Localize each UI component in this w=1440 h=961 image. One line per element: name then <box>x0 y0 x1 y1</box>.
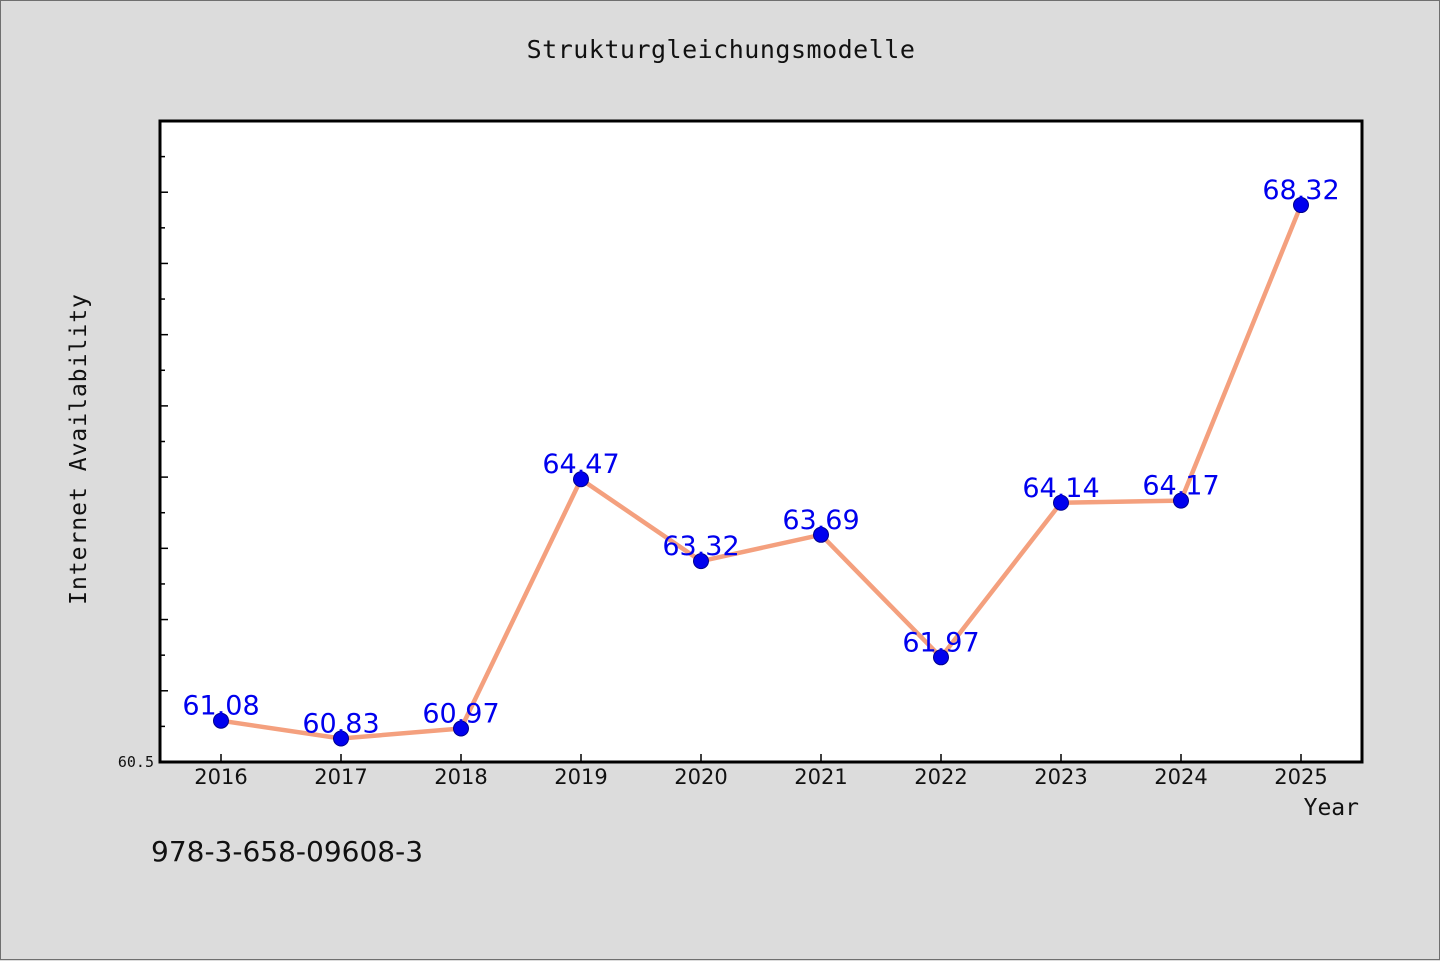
x-tick-label: 2021 <box>794 765 847 789</box>
data-label: 61.08 <box>182 691 259 722</box>
data-point-marker <box>1053 494 1069 511</box>
data-point-marker <box>453 720 469 737</box>
data-point-marker <box>573 471 589 488</box>
data-point-marker <box>1173 492 1189 509</box>
data-label: 63.32 <box>662 531 739 562</box>
y-tick-label: 60.5 <box>118 753 154 771</box>
data-label: 64.47 <box>542 449 619 480</box>
data-label: 60.83 <box>302 708 379 739</box>
data-label: 60.97 <box>422 699 499 730</box>
data-point-marker <box>1293 197 1309 214</box>
series-line <box>218 202 1304 741</box>
x-tick-label: 2018 <box>434 765 487 789</box>
x-tick-label: 2017 <box>314 765 367 789</box>
data-label: 63.69 <box>782 505 859 536</box>
data-point-marker <box>213 712 229 729</box>
x-tick-label: 2024 <box>1154 765 1207 789</box>
data-point-marker <box>813 526 829 543</box>
plot-area <box>158 119 1364 764</box>
x-tick-label: 2019 <box>554 765 607 789</box>
data-label: 68.32 <box>1262 175 1339 206</box>
data-label: 61.97 <box>902 627 979 658</box>
x-axis-label: Year <box>1303 795 1359 821</box>
data-label: 64.14 <box>1022 473 1099 504</box>
isbn-footnote: 978-3-658-09608-3 <box>151 835 424 868</box>
data-label: 64.17 <box>1142 471 1219 502</box>
y-axis-label: Internet Availability <box>66 293 92 605</box>
data-point-marker <box>693 553 709 570</box>
data-point-marker <box>933 649 949 666</box>
x-tick-label: 2020 <box>674 765 727 789</box>
x-tick-label: 2023 <box>1034 765 1087 789</box>
data-point-marker <box>333 730 349 747</box>
x-tick-label: 2016 <box>194 765 247 789</box>
x-tick-label: 2022 <box>914 765 967 789</box>
chart-title: Strukturgleichungsmodelle <box>526 35 916 64</box>
x-tick-label: 2025 <box>1274 765 1327 789</box>
